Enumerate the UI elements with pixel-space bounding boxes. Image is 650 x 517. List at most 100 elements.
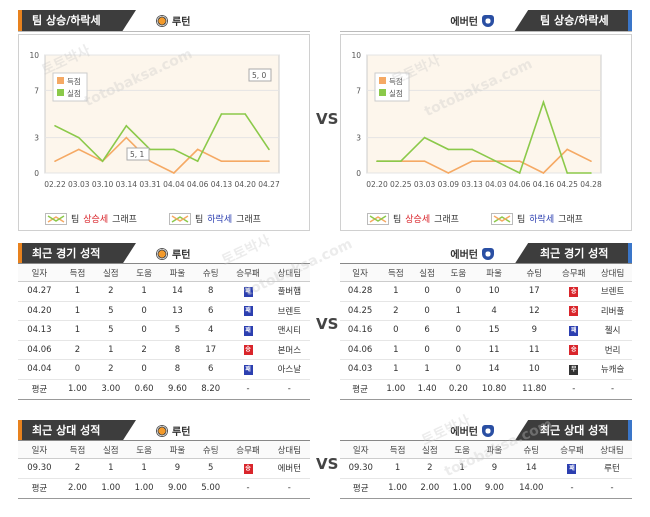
up-graph-word: 상승세 xyxy=(83,215,109,225)
table-cell: 04.27 xyxy=(18,281,61,302)
right-h2h-panel: 최근 상대 성적 에버턴 일자 득점 실점 도움 파울 슈팅 승무패 상대팀 09.30 1 2 1 9… xyxy=(340,420,632,500)
table-row[interactable]: 09.30 1 2 1 9 14 패 루턴 xyxy=(340,458,632,479)
average-cell: 9.00 xyxy=(478,478,511,499)
everton-emblem-icon xyxy=(482,424,494,437)
table-header-row: 일자 득점 실점 도움 파울 슈팅 승무패 상대팀 xyxy=(340,440,632,459)
table-row[interactable]: 04.16 0 6 0 15 9 패 첼시 xyxy=(340,320,632,341)
result-badge: 무 xyxy=(569,364,579,375)
table-cell: 11 xyxy=(474,340,515,360)
x-tick-label: 04.03 xyxy=(485,180,507,189)
right-down-graph-key[interactable]: 팀 하락세 그래프 xyxy=(491,212,583,225)
data-point xyxy=(590,172,592,174)
table-cell: 4 xyxy=(194,320,228,341)
left-h2h-title: 최근 상대 성적 xyxy=(18,420,136,442)
table-cell: 5 xyxy=(94,320,128,341)
x-tick-label: 03.31 xyxy=(139,180,161,189)
left-down-graph-key[interactable]: 팀 하락세 그래프 xyxy=(169,212,261,225)
table-row[interactable]: 04.28 1 0 0 10 17 승 브렌트 xyxy=(340,281,632,302)
average-cell: 1.40 xyxy=(411,379,443,400)
average-cell: - xyxy=(268,478,310,499)
y-tick-label: 3 xyxy=(34,134,39,143)
up-graph-suffix: 그래프 xyxy=(434,215,459,225)
average-cell: 3.00 xyxy=(94,379,128,400)
average-cell: 평균 xyxy=(340,478,382,499)
annotation-box xyxy=(248,68,272,82)
average-cell: 0.60 xyxy=(127,379,161,400)
left-trend-chart-svg: 0 3 7 10 02.22 03.03 03.10 03.14 03.31 04.04 04.06… xyxy=(29,51,280,189)
average-row: 평균 1.00 2.00 1.00 9.00 14.00- - xyxy=(340,478,632,499)
table-row[interactable]: 04.04 0 2 0 8 6 패 아스날 xyxy=(18,359,310,380)
data-point xyxy=(149,148,151,151)
left-recent-team: 루턴 xyxy=(156,246,190,261)
result-badge-cell: 승 xyxy=(227,458,269,479)
y-tick-label: 7 xyxy=(34,86,39,95)
data-point xyxy=(125,136,128,139)
vs-label-1: VS xyxy=(316,110,339,128)
data-point xyxy=(77,136,80,139)
table-row[interactable]: 04.20 1 5 0 13 6 패 브렌트 xyxy=(18,301,310,321)
result-badge-cell: 패 xyxy=(227,320,269,341)
table-cell: 0 xyxy=(60,359,95,380)
x-tick-label: 03.14 xyxy=(116,180,138,189)
column-header: 도움 xyxy=(127,440,161,459)
table-cell: 17 xyxy=(514,281,555,302)
table-cell: 1 xyxy=(380,340,412,360)
table-row[interactable]: 04.06 2 1 2 8 17 승 본머스 xyxy=(18,340,310,360)
result-badge: 승 xyxy=(243,463,253,474)
left-recent-title: 최근 경기 성적 xyxy=(18,243,136,265)
column-header: 일자 xyxy=(18,263,61,282)
left-trend-team: 루턴 xyxy=(156,13,190,28)
table-cell: 2 xyxy=(94,359,128,380)
legend-label: 득점 xyxy=(67,76,81,86)
average-cell: 2.00 xyxy=(60,478,95,499)
annotation-label: 5, 1 xyxy=(130,150,145,159)
average-cell: 5.00 xyxy=(194,478,228,499)
vs-label-3: VS xyxy=(316,455,339,473)
table-row[interactable]: 04.13 1 5 0 5 4 패 맨시티 xyxy=(18,320,310,341)
column-header: 실점 xyxy=(411,263,443,282)
x-tick-label: 04.06 xyxy=(509,180,531,189)
table-cell: 번리 xyxy=(593,340,632,360)
result-badge-cell: 승 xyxy=(554,301,594,321)
data-point xyxy=(542,172,545,174)
average-cell: 2.00 xyxy=(413,478,446,499)
down-graph-word: 하락세 xyxy=(529,215,555,225)
y-tick-label: 7 xyxy=(356,86,361,95)
table-cell: 1 xyxy=(60,281,95,302)
table-cell: 8 xyxy=(160,340,195,360)
left-up-graph-key[interactable]: 팀 상승세 그래프 xyxy=(45,212,137,225)
column-header: 일자 xyxy=(340,263,381,282)
average-cell: 1.00 xyxy=(94,478,128,499)
series-line-득점 xyxy=(54,136,269,174)
x-tick-label: 03.03 xyxy=(68,180,90,189)
y-tick-label: 0 xyxy=(356,169,361,178)
table-cell: 14 xyxy=(510,458,552,479)
down-graph-suffix: 그래프 xyxy=(236,215,261,225)
table-row[interactable]: 04.27 1 2 1 14 8 패 풀버햄 xyxy=(18,281,310,302)
data-point xyxy=(54,160,56,162)
table-cell: 리버풀 xyxy=(593,301,632,321)
result-badge-cell: 패 xyxy=(227,359,269,380)
left-recent-team-name: 루턴 xyxy=(172,250,191,261)
table-row[interactable]: 04.25 2 0 1 4 12 승 리버풀 xyxy=(340,301,632,321)
average-cell: - xyxy=(227,478,269,499)
table-row[interactable]: 04.06 1 0 0 11 11 승 번리 xyxy=(340,340,632,360)
average-row: 평균 2.00 1.00 1.00 9.00 5.00- - xyxy=(18,478,310,499)
left-h2h-team-name: 루턴 xyxy=(172,427,191,438)
x-tick-label: 04.13 xyxy=(211,180,233,189)
table-row[interactable]: 09.30 2 1 1 9 5 승 에버턴 xyxy=(18,458,310,479)
table-row[interactable]: 04.03 1 1 0 14 10 무 뉴캐슬 xyxy=(340,359,632,380)
right-up-graph-key[interactable]: 팀 상승세 그래프 xyxy=(367,212,459,225)
right-recent-team-name: 에버턴 xyxy=(450,250,478,261)
everton-emblem-icon xyxy=(482,247,494,260)
table-cell: 12 xyxy=(514,301,555,321)
right-h2h-team: 에버턴 xyxy=(450,423,494,438)
result-badge: 패 xyxy=(243,325,253,336)
table-header-row: 일자 득점 실점 도움 파울 슈팅 승무패 상대팀 xyxy=(18,440,310,459)
table-cell: 첼시 xyxy=(593,320,632,341)
column-header: 일자 xyxy=(340,440,382,459)
table-cell: 1 xyxy=(60,301,95,321)
column-header: 파울 xyxy=(160,263,195,282)
right-h2h-team-name: 에버턴 xyxy=(450,427,478,438)
